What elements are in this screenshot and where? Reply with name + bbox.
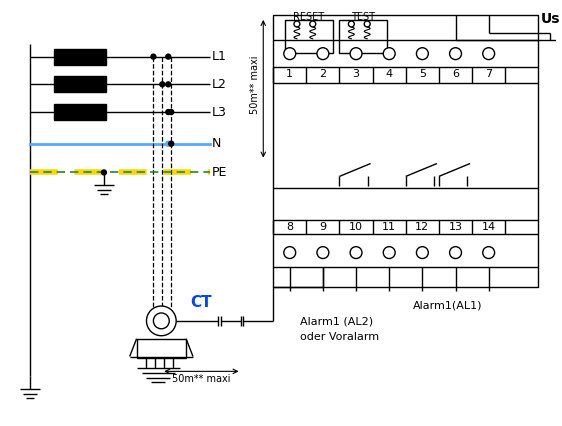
Circle shape (483, 48, 495, 60)
Circle shape (383, 48, 395, 60)
Text: 6: 6 (452, 69, 459, 79)
Circle shape (294, 21, 300, 27)
Circle shape (416, 247, 428, 259)
Circle shape (166, 54, 171, 59)
Text: 50m** maxi: 50m** maxi (250, 55, 260, 114)
Circle shape (160, 82, 165, 87)
Bar (285, 20, 333, 53)
Text: 50m** maxi: 50m** maxi (171, 374, 230, 384)
Text: RESET: RESET (293, 12, 324, 22)
Text: L1: L1 (212, 50, 226, 63)
Text: L2: L2 (212, 78, 226, 91)
Circle shape (284, 247, 296, 259)
Text: 4: 4 (386, 69, 393, 79)
Circle shape (450, 247, 461, 259)
Circle shape (317, 247, 329, 259)
Text: TEST: TEST (351, 12, 375, 22)
Circle shape (166, 109, 171, 115)
Circle shape (383, 247, 395, 259)
Text: 8: 8 (286, 222, 293, 232)
Bar (55, 76, 106, 92)
Circle shape (166, 82, 171, 87)
Text: 3: 3 (352, 69, 360, 79)
Text: 1: 1 (286, 69, 293, 79)
Text: N: N (212, 137, 221, 150)
Circle shape (350, 48, 362, 60)
Circle shape (169, 109, 174, 115)
Text: 2: 2 (319, 69, 327, 79)
Circle shape (364, 21, 370, 27)
Text: Us: Us (541, 12, 560, 26)
Bar (55, 104, 106, 120)
Circle shape (450, 48, 461, 60)
Text: 12: 12 (415, 222, 429, 232)
Bar (137, 339, 186, 359)
Text: CT: CT (190, 294, 212, 310)
Circle shape (310, 21, 316, 27)
Circle shape (317, 48, 329, 60)
Circle shape (348, 21, 354, 27)
Text: PE: PE (212, 166, 227, 179)
Circle shape (169, 141, 174, 146)
Circle shape (153, 313, 169, 329)
Circle shape (350, 247, 362, 259)
Bar (273, 15, 538, 287)
Text: Alarm1(AL1): Alarm1(AL1) (413, 300, 482, 310)
Text: 7: 7 (485, 69, 492, 79)
Text: 10: 10 (349, 222, 363, 232)
Text: 9: 9 (319, 222, 327, 232)
Circle shape (483, 247, 495, 259)
Circle shape (151, 54, 156, 59)
Text: Alarm1 (AL2): Alarm1 (AL2) (300, 317, 373, 327)
Circle shape (416, 48, 428, 60)
Bar (55, 49, 106, 65)
Bar (339, 20, 387, 53)
Text: 13: 13 (448, 222, 463, 232)
Text: 11: 11 (382, 222, 396, 232)
Text: oder Voralarm: oder Voralarm (300, 332, 379, 342)
Circle shape (166, 141, 171, 146)
Text: 5: 5 (419, 69, 426, 79)
Text: L3: L3 (212, 106, 226, 118)
Circle shape (102, 170, 106, 175)
Circle shape (147, 306, 176, 336)
Text: 14: 14 (482, 222, 496, 232)
Circle shape (284, 48, 296, 60)
